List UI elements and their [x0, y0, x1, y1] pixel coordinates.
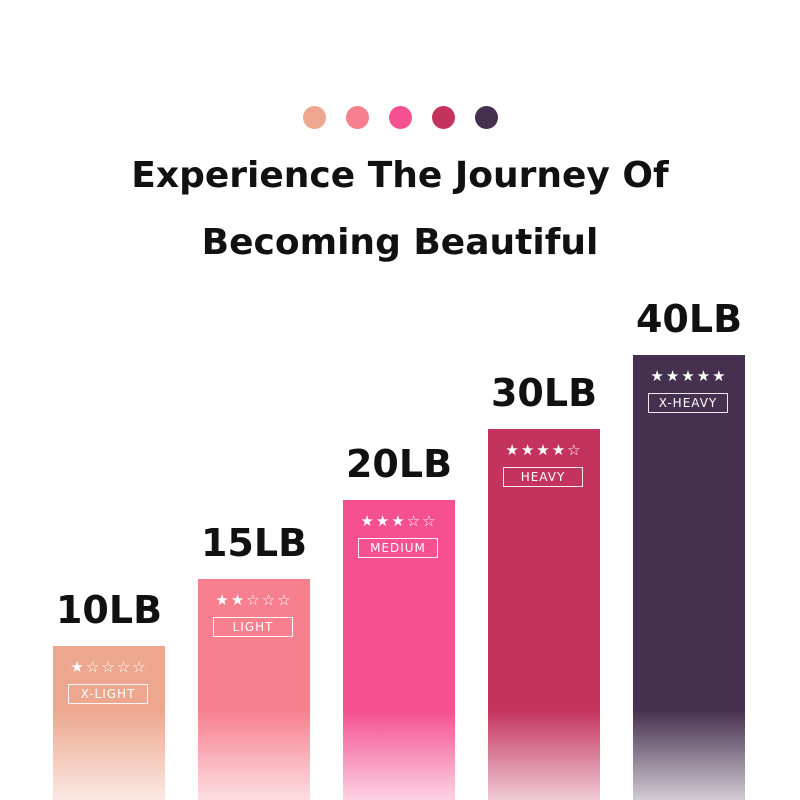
level-tag: MEDIUM [358, 538, 438, 558]
color-dots [0, 106, 800, 129]
level-tag: X-HEAVY [648, 393, 728, 413]
star-rating: ★★★★☆ [505, 441, 583, 459]
bar: ★★★★★ X-HEAVY [633, 355, 745, 800]
bar-label: 15LB [200, 521, 308, 565]
color-dot [302, 106, 326, 129]
bar-label: 10LB [55, 588, 163, 632]
bar-label: 30LB [490, 371, 598, 415]
star-rating: ★☆☆☆☆ [70, 658, 148, 676]
star-rating: ★★★★★ [650, 367, 728, 385]
title-line-1: Experience The Journey Of [131, 155, 669, 196]
bar: ★★☆☆☆ LIGHT [198, 579, 310, 800]
star-rating: ★★☆☆☆ [215, 591, 293, 609]
level-tag: HEAVY [503, 467, 583, 487]
level-tag: X-LIGHT [68, 684, 148, 704]
star-rating: ★★★☆☆ [360, 512, 438, 530]
bar: ★★★★☆ HEAVY [488, 429, 600, 800]
color-dot [474, 106, 498, 129]
bar: ★★★☆☆ MEDIUM [343, 500, 455, 800]
color-dot [431, 106, 455, 129]
bar: ★☆☆☆☆ X-LIGHT [53, 646, 165, 800]
title-line-2: Becoming Beautiful [201, 222, 599, 263]
color-dot [388, 106, 412, 129]
bar-label: 20LB [345, 442, 453, 486]
level-tag: LIGHT [213, 617, 293, 637]
bar-label: 40LB [635, 297, 743, 341]
color-dot [345, 106, 369, 129]
